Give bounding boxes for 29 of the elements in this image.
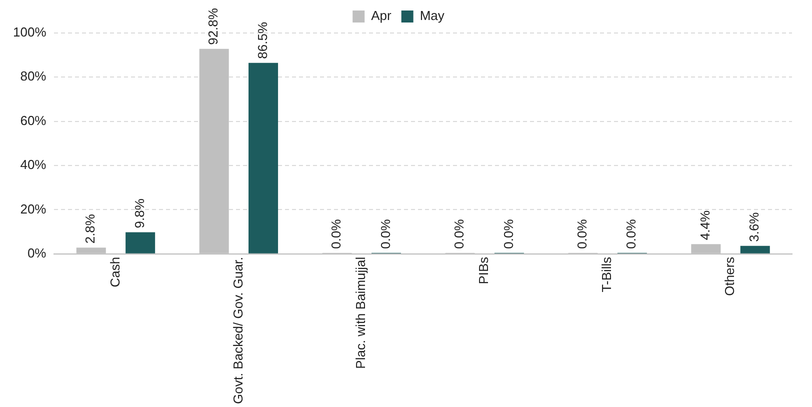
data-label: 9.8% [132,198,147,228]
y-tick-label: 0% [27,245,47,260]
x-tick-label: Govt. Backed/ Gov. Guar. [230,256,246,404]
legend-label: May [420,8,445,24]
x-tick-label: T-Bills [599,256,614,292]
data-label: 2.8% [82,214,98,244]
y-tick-label: 40% [20,157,47,172]
x-tick-label: Others [722,256,738,296]
x-tick-label: PIBs [476,256,492,284]
y-tick-label: 60% [20,112,47,128]
y-tick-label: 100% [13,24,47,40]
data-label: 92.8% [206,8,221,45]
data-label: 0.0% [624,218,639,249]
y-tick-label: 80% [20,68,47,84]
bar [248,62,278,254]
data-label: 86.5% [254,22,270,59]
bar [740,246,770,254]
data-label: 0.0% [328,218,344,249]
x-tick-label: Cash [107,256,122,288]
data-label: 0.0% [452,218,467,249]
x-tick-label: Plac. with Baimujjal [353,256,368,369]
data-label: 4.4% [698,210,713,240]
data-label: 0.0% [378,218,393,249]
data-label: 0.0% [574,218,590,249]
y-tick-label: 20% [20,201,47,216]
data-label: 3.6% [746,212,762,242]
legend-label: Apr [371,8,392,24]
data-label: 0.0% [500,218,516,249]
bar [126,232,156,254]
